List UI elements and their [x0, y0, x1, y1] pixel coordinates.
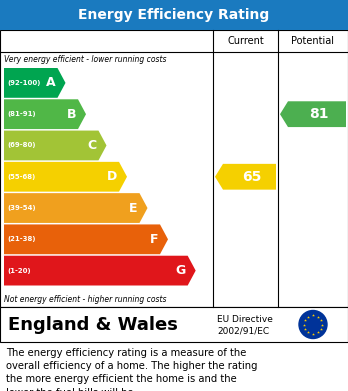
Polygon shape [4, 131, 106, 160]
Text: 65: 65 [242, 170, 261, 184]
Text: A: A [46, 76, 55, 90]
Text: F: F [150, 233, 158, 246]
Text: England & Wales: England & Wales [8, 316, 178, 334]
Circle shape [299, 310, 327, 339]
Text: The energy efficiency rating is a measure of the
overall efficiency of a home. T: The energy efficiency rating is a measur… [6, 348, 258, 391]
Text: B: B [66, 108, 76, 121]
Text: 81: 81 [309, 107, 329, 121]
Text: (81-91): (81-91) [7, 111, 35, 117]
Polygon shape [4, 256, 196, 285]
Text: 2002/91/EC: 2002/91/EC [217, 326, 269, 335]
Text: C: C [87, 139, 96, 152]
Text: Energy Efficiency Rating: Energy Efficiency Rating [78, 8, 270, 22]
Text: Very energy efficient - lower running costs: Very energy efficient - lower running co… [4, 56, 166, 65]
Text: (21-38): (21-38) [7, 236, 35, 242]
Polygon shape [4, 224, 168, 254]
Polygon shape [4, 162, 127, 192]
Text: (1-20): (1-20) [7, 267, 31, 274]
Text: G: G [175, 264, 186, 277]
Polygon shape [215, 164, 276, 190]
Text: D: D [107, 170, 117, 183]
Text: Not energy efficient - higher running costs: Not energy efficient - higher running co… [4, 294, 166, 303]
Polygon shape [4, 99, 86, 129]
Bar [0, 30, 348, 307]
Text: (39-54): (39-54) [7, 205, 35, 211]
Bar [0, 307, 348, 342]
Text: E: E [129, 201, 137, 215]
Polygon shape [280, 101, 346, 127]
Bar [0, 0, 348, 30]
Text: Current: Current [227, 36, 264, 46]
Text: (69-80): (69-80) [7, 142, 35, 149]
Text: Potential: Potential [292, 36, 334, 46]
Text: (92-100): (92-100) [7, 80, 40, 86]
Polygon shape [4, 193, 148, 223]
Text: EU Directive: EU Directive [217, 315, 273, 324]
Text: (55-68): (55-68) [7, 174, 35, 180]
Polygon shape [4, 68, 65, 98]
